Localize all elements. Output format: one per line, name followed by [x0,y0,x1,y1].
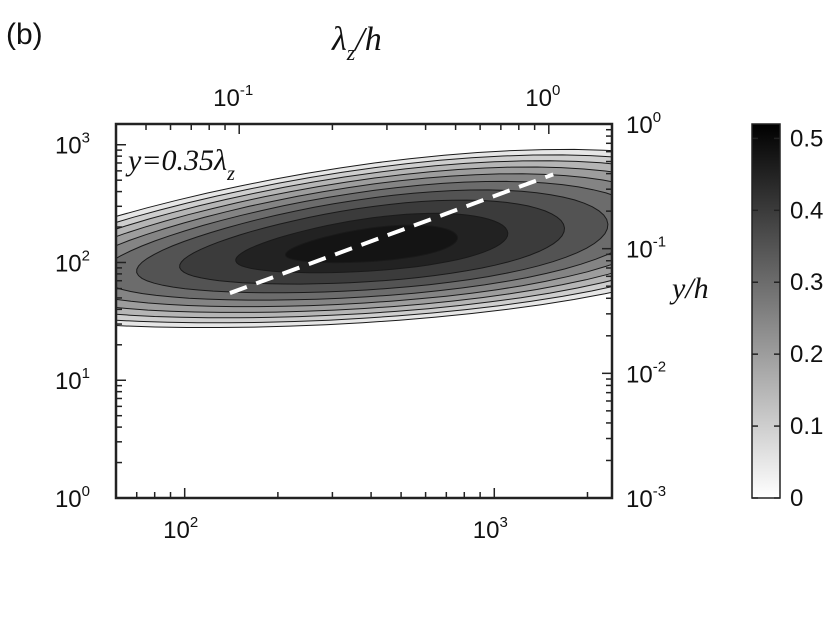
top-axis-label: λz/h [331,21,382,65]
left-tick-label: 101 [55,365,90,395]
plot-area [114,122,614,500]
colorbar: 0.5 0.4 0.3 0.2 0.1 0 [751,123,823,512]
left-tick-label: 100 [55,483,90,513]
bottom-tick-label: 103 [473,514,508,544]
colorbar-tick-label: 0.2 [790,341,823,368]
top-tick-label: 100 [525,82,560,112]
colorbar-ticks: 0.5 0.4 0.3 0.2 0.1 0 [752,125,823,512]
right-axis-label: y/h [669,272,709,305]
colorbar-tick-label: 0.3 [790,269,823,296]
tick-labels: 102 103 100 101 102 103 10-1 100 100 10-1 10-2 10-3 [55,82,666,544]
colorbar-tick-label: 0.4 [790,197,823,224]
right-tick-label: 10-1 [626,234,666,264]
reference-dashed-line [229,172,554,295]
colorbar-tick-label: 0.5 [790,125,823,152]
colorbar-tick-label: 0 [790,485,803,512]
contour-level-10 [285,224,459,264]
right-tick-label: 100 [626,109,661,139]
axis-ticks [115,123,612,499]
left-tick-label: 102 [55,247,90,277]
right-tick-label: 10-2 [626,358,666,388]
top-tick-label: 10-1 [213,82,253,112]
colorbar-gradient [751,123,781,499]
panel-label: (b) [6,18,43,51]
left-tick-label: 103 [55,130,90,160]
plot-frame [114,122,614,500]
right-tick-label: 10-3 [626,483,666,513]
contour-fills [116,148,612,328]
reference-line-label: y=0.35λz [125,144,235,185]
colorbar-tick-label: 0.1 [790,413,823,440]
bottom-tick-label: 102 [163,514,198,544]
